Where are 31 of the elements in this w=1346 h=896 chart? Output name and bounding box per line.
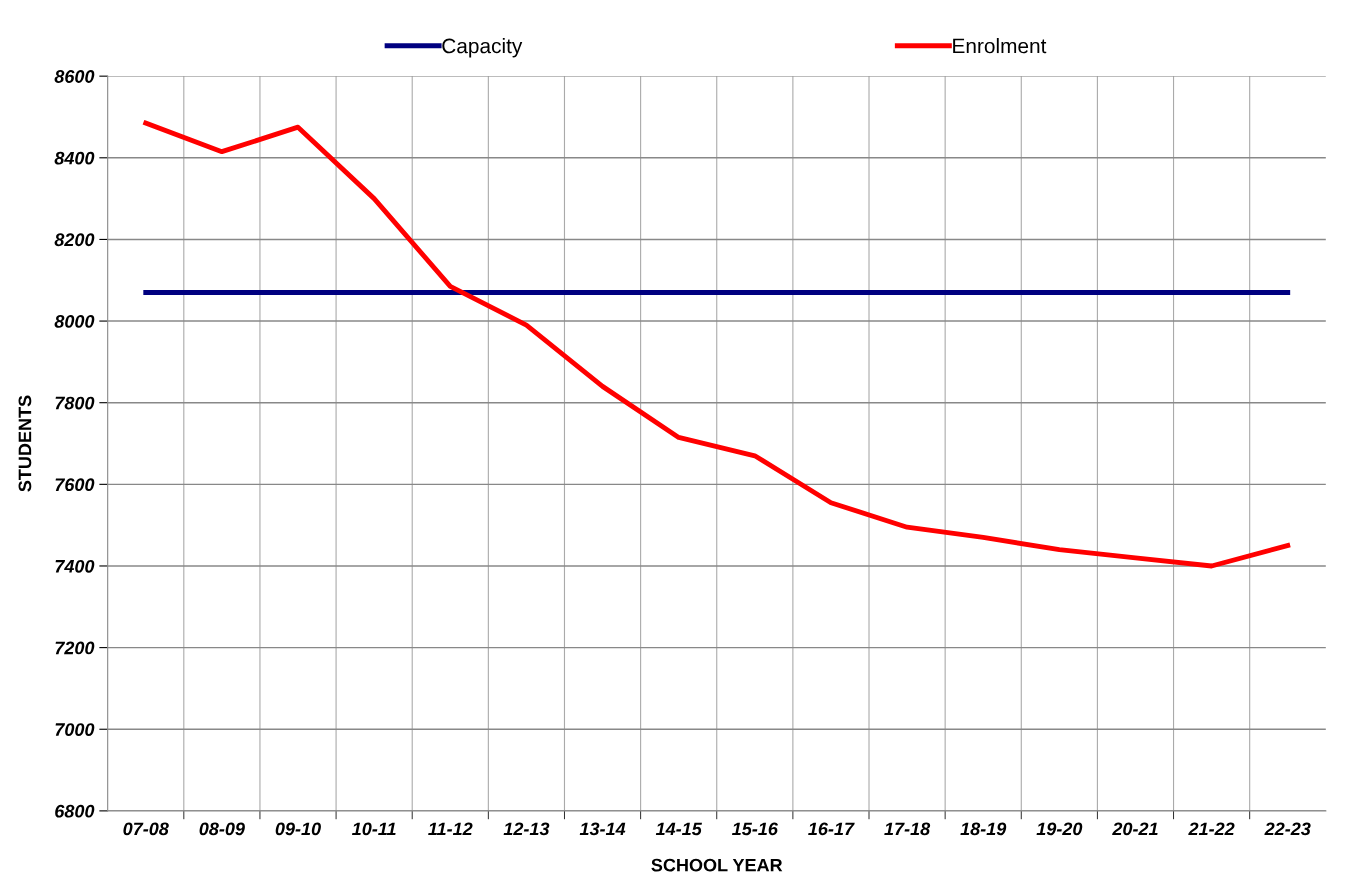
x-tick-label: 08-09 (199, 822, 245, 836)
y-tick-label: 6800 (55, 804, 95, 818)
y-tick-label: 7600 (55, 478, 95, 492)
x-tick-label: 15-16 (732, 822, 778, 836)
y-tick-label: 8200 (54, 233, 95, 247)
y-tick-label: 7400 (55, 559, 95, 573)
y-tick-label: 8000 (54, 315, 95, 328)
y-axis-title: STUDENTS (18, 395, 32, 492)
legend-label: Enrolment (953, 37, 1047, 54)
x-tick-label: 18-19 (960, 822, 1007, 836)
x-tick-label: 19-20 (1036, 822, 1083, 836)
y-tick-label: 7200 (55, 641, 95, 655)
x-tick-label: 13-14 (579, 822, 626, 836)
y-tick-label: 8600 (54, 70, 95, 83)
x-tick-label: 21-22 (1188, 822, 1235, 836)
x-tick-label: 22-23 (1264, 822, 1311, 836)
x-tick-label: 11-12 (428, 822, 473, 836)
x-tick-label: 17-18 (884, 822, 931, 836)
y-tick-label: 7800 (55, 396, 95, 410)
x-tick-label: 07-08 (123, 822, 169, 836)
x-tick-label: 20-21 (1112, 822, 1158, 836)
x-tick-label: 16-17 (808, 822, 855, 836)
y-tick-label: 8400 (54, 151, 95, 165)
x-tick-label: 10-11 (352, 822, 396, 836)
x-axis-title: SCHOOL YEAR (651, 858, 783, 872)
x-tick-label: 12-13 (503, 822, 550, 836)
legend-label: Capacity (442, 37, 523, 58)
x-tick-label: 09-10 (275, 822, 321, 836)
line-series (143, 120, 1291, 569)
x-tick-label: 14-15 (655, 822, 702, 836)
y-tick-label: 7000 (55, 723, 95, 736)
